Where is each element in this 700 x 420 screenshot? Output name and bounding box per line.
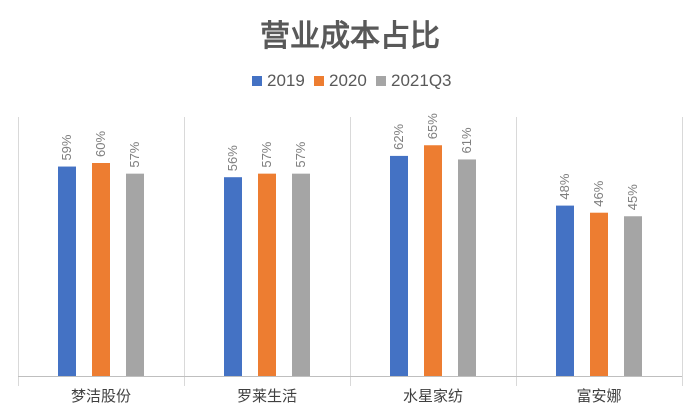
legend-swatch-2021Q3 xyxy=(376,76,386,86)
bar-2020-富安娜 xyxy=(590,212,608,376)
data-label-2020-富安娜: 46% xyxy=(591,180,606,206)
legend-swatch-2019 xyxy=(252,76,262,86)
bar-2021Q3-水星家纺 xyxy=(458,159,476,376)
data-label-2021Q3-罗莱生活: 57% xyxy=(293,141,308,167)
legend-label-2021Q3: 2021Q3 xyxy=(391,71,452,90)
bar-2020-水星家纺 xyxy=(424,145,442,376)
data-label-2019-富安娜: 48% xyxy=(557,173,572,199)
legend-label-2019: 2019 xyxy=(267,71,305,90)
data-label-2020-梦洁股份: 60% xyxy=(93,131,108,157)
data-label-2020-水星家纺: 65% xyxy=(425,113,440,139)
bar-2019-梦洁股份 xyxy=(58,166,76,376)
bar-2019-水星家纺 xyxy=(390,155,408,376)
data-label-2021Q3-水星家纺: 61% xyxy=(459,127,474,153)
data-label-2021Q3-梦洁股份: 57% xyxy=(127,141,142,167)
legend: 2019 2020 2021Q3 xyxy=(252,71,452,90)
category-label: 富安娜 xyxy=(576,387,621,405)
category-label: 水星家纺 xyxy=(403,387,463,405)
data-label-2021Q3-富安娜: 45% xyxy=(625,184,640,210)
bar-2021Q3-富安娜 xyxy=(624,216,642,376)
legend-label-2020: 2020 xyxy=(329,71,367,90)
category-label: 罗莱生活 xyxy=(237,387,297,405)
data-label-2019-罗莱生活: 56% xyxy=(225,145,240,171)
bar-2019-罗莱生活 xyxy=(224,177,242,376)
bar-2019-富安娜 xyxy=(556,205,574,376)
data-label-2019-梦洁股份: 59% xyxy=(59,134,74,160)
bar-2021Q3-罗莱生活 xyxy=(292,173,310,376)
legend-swatch-2020 xyxy=(314,76,324,86)
chart-title: 营业成本占比 xyxy=(260,19,440,54)
bar-2020-罗莱生活 xyxy=(258,173,276,376)
plot-area: 59% 60% 57% 梦洁股份 56% 57% 57% 罗莱生活 62% 65% 61% 水星家纺 4… xyxy=(18,113,683,405)
bar-2021Q3-梦洁股份 xyxy=(126,173,144,376)
data-label-2020-罗莱生活: 57% xyxy=(259,141,274,167)
bar-2020-梦洁股份 xyxy=(92,163,110,376)
data-label-2019-水星家纺: 62% xyxy=(391,123,406,149)
category-label: 梦洁股份 xyxy=(71,387,131,405)
